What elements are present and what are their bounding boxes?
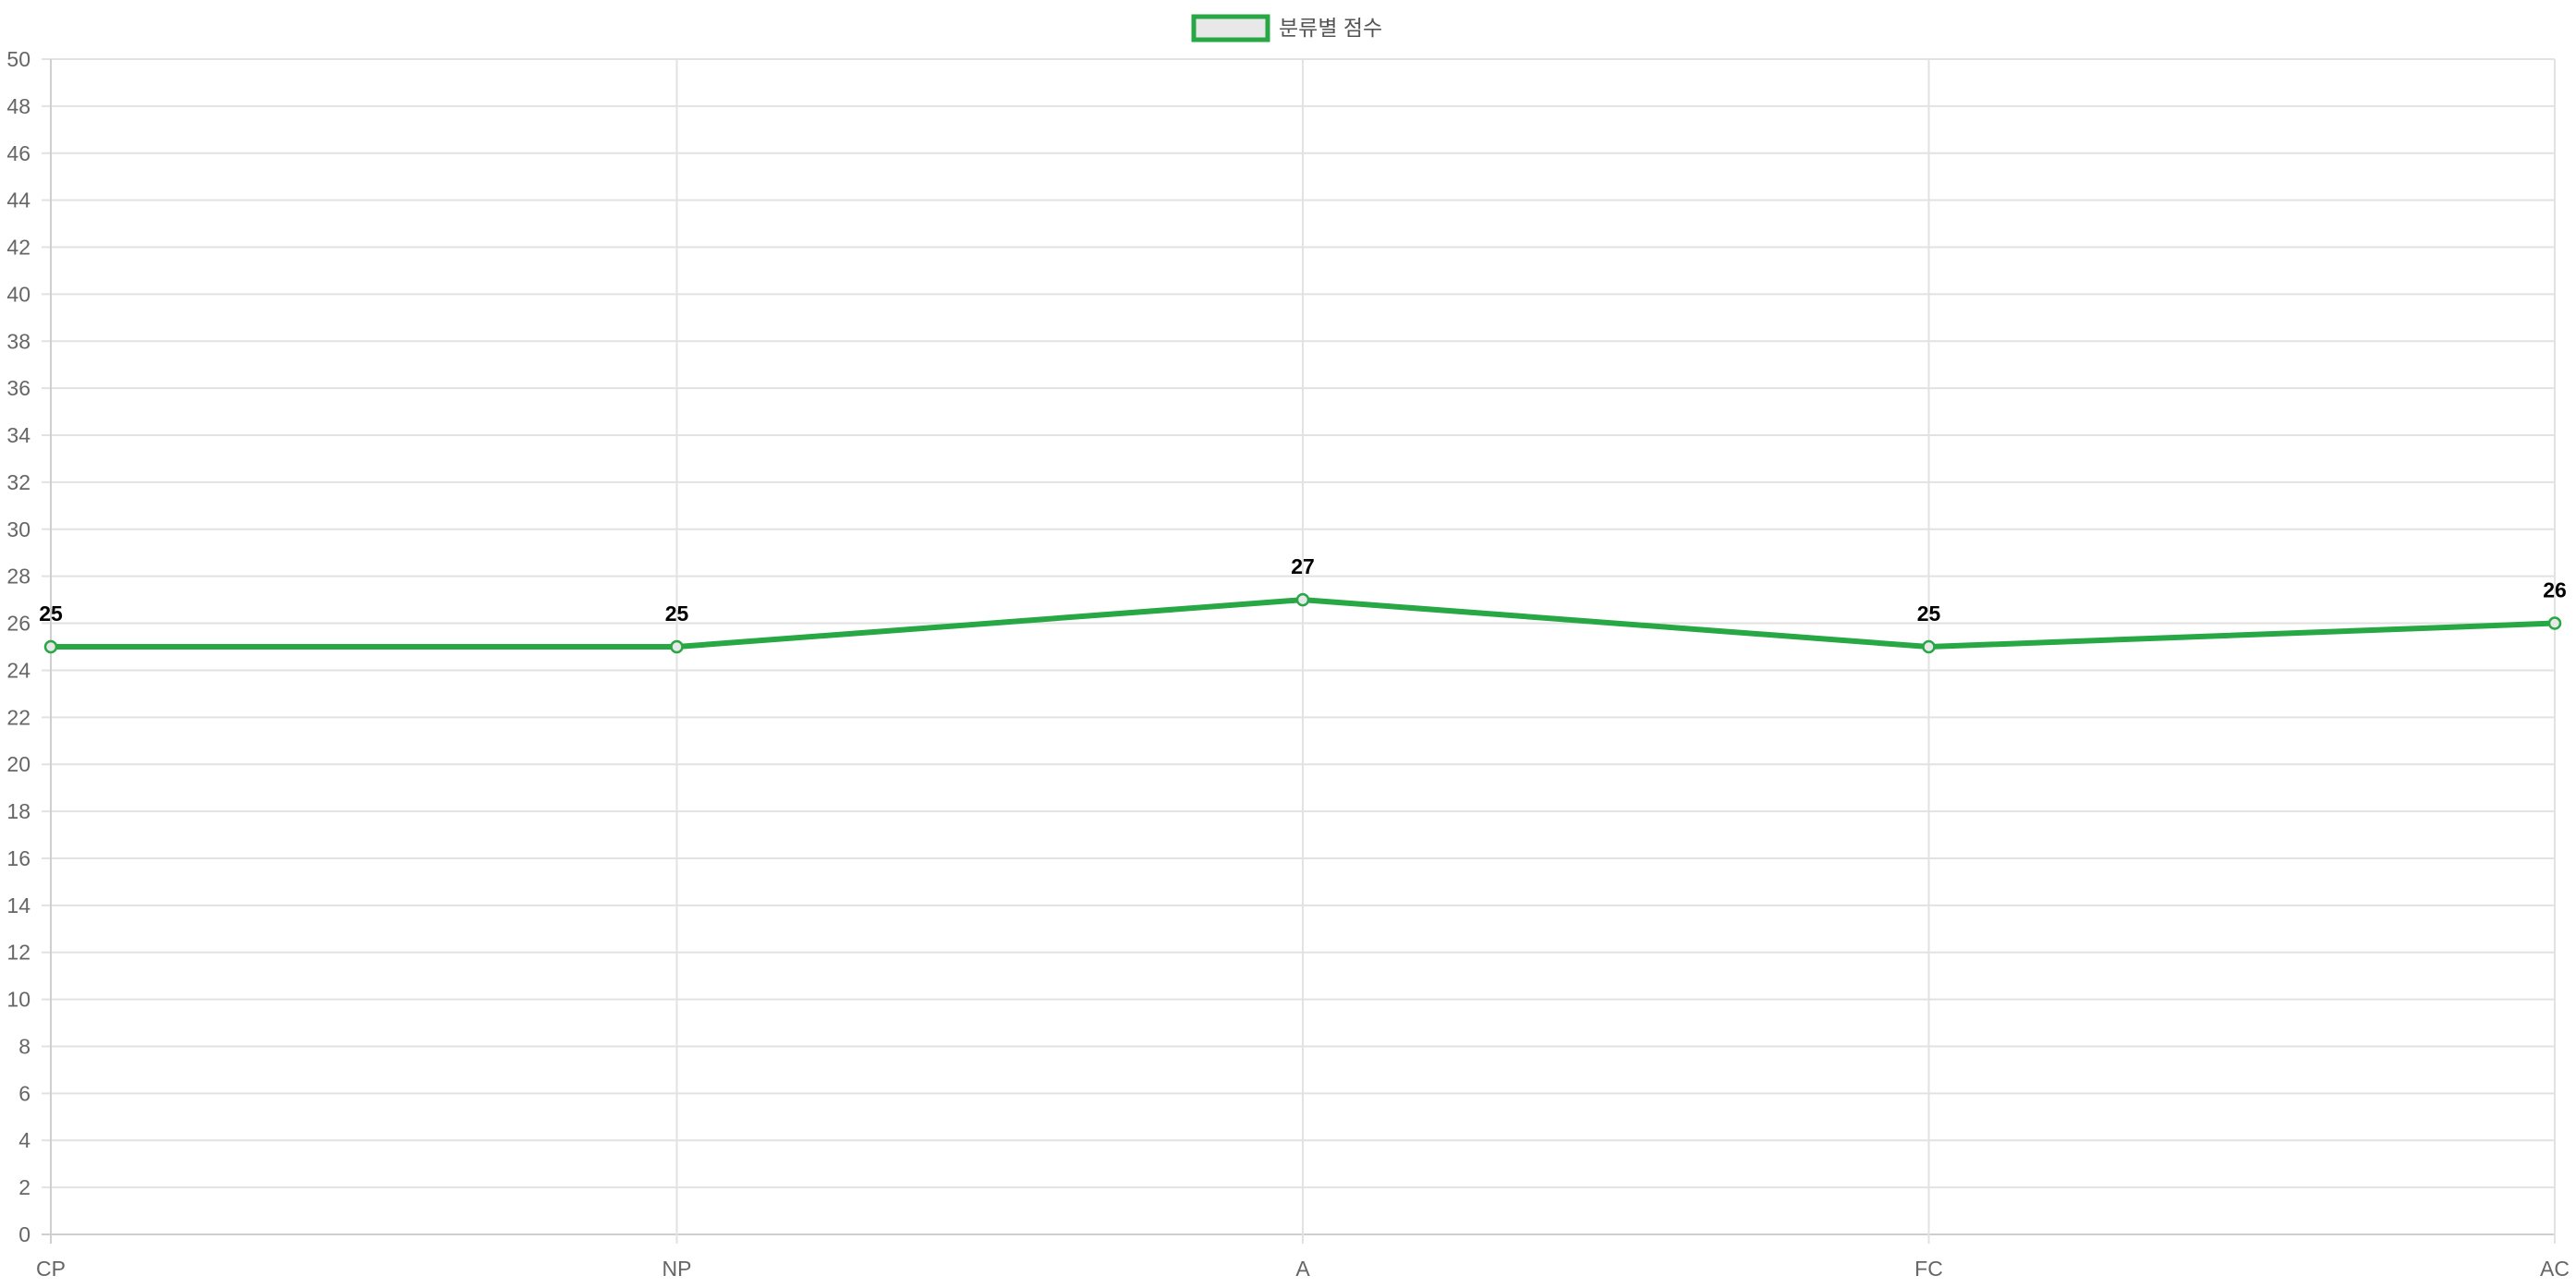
grid-layer [42, 58, 2556, 1244]
x-tick-label: FC [1914, 1257, 1943, 1281]
y-tick-label: 42 [6, 236, 30, 260]
y-tick-label: 18 [6, 799, 30, 823]
y-tick-label: 40 [6, 282, 30, 306]
x-tick-label: CP [36, 1257, 66, 1281]
y-tick-label: 12 [6, 941, 30, 965]
x-tick-label: A [1295, 1257, 1310, 1281]
y-tick-label: 46 [6, 141, 30, 165]
y-tick-label: 38 [6, 329, 30, 353]
y-tick-label: 14 [6, 893, 30, 917]
y-tick-label: 10 [6, 988, 30, 1012]
y-tick-label: 16 [6, 846, 30, 870]
y-tick-label: 0 [18, 1222, 30, 1246]
y-tick-label: 8 [18, 1034, 30, 1058]
y-tick-label: 36 [6, 376, 30, 400]
data-point[interactable] [43, 639, 58, 654]
axis-layer: 0246810121416182022242628303234363840424… [6, 47, 2570, 1281]
x-tick-label: NP [662, 1257, 692, 1281]
series-layer [43, 592, 2562, 654]
y-tick-label: 20 [6, 752, 30, 776]
data-point[interactable] [1922, 639, 1936, 654]
data-point[interactable] [1295, 592, 1310, 607]
legend[interactable]: 분류별 점수 [1191, 14, 1382, 43]
y-tick-label: 22 [6, 705, 30, 729]
y-tick-label: 2 [18, 1175, 30, 1199]
y-tick-label: 34 [6, 423, 30, 447]
y-tick-label: 28 [6, 565, 30, 589]
y-tick-label: 30 [6, 517, 30, 541]
data-point[interactable] [2547, 616, 2562, 630]
data-label-layer: 25 25 27 25 26 [39, 554, 2567, 626]
legend-swatch[interactable] [1191, 14, 1270, 43]
data-point[interactable] [670, 639, 684, 654]
y-tick-label: 44 [6, 188, 30, 213]
y-tick-label: 32 [6, 470, 30, 494]
data-label: 25 [665, 601, 689, 626]
x-tick-label: AC [2540, 1257, 2570, 1281]
y-tick-label: 26 [6, 612, 30, 636]
data-label: 25 [1917, 601, 1941, 626]
y-tick-label: 48 [6, 94, 30, 118]
data-label: 25 [39, 601, 63, 626]
data-label: 26 [2543, 578, 2567, 602]
data-label: 27 [1291, 554, 1315, 578]
y-tick-label: 4 [18, 1128, 30, 1152]
y-tick-label: 50 [6, 47, 30, 71]
y-tick-label: 24 [6, 658, 30, 682]
y-tick-label: 6 [18, 1081, 30, 1105]
legend-label[interactable]: 분류별 점수 [1279, 16, 1382, 40]
